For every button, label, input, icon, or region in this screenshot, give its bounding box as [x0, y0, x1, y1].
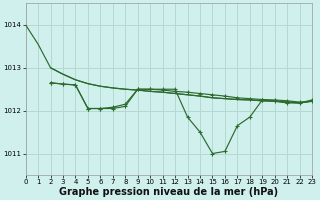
X-axis label: Graphe pression niveau de la mer (hPa): Graphe pression niveau de la mer (hPa) — [59, 187, 278, 197]
